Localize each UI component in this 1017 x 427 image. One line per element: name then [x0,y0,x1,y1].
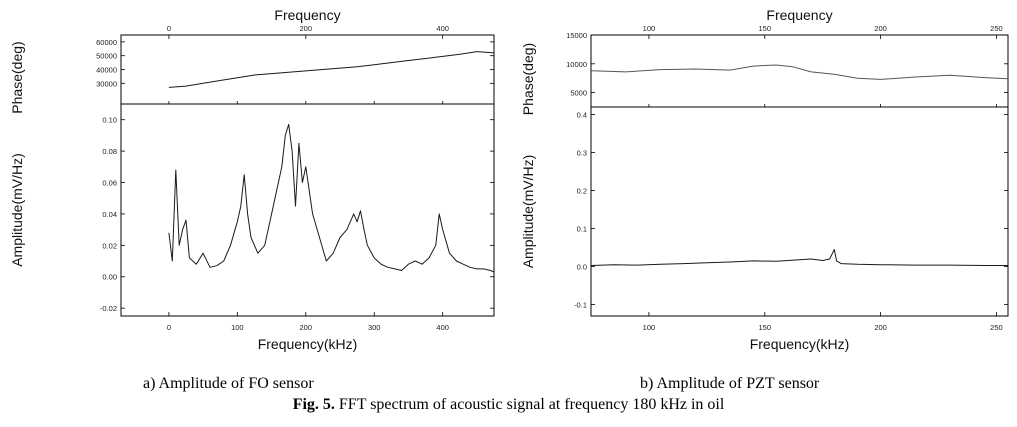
panel-a-top-tick-label: 0 [167,24,171,33]
panel-b-amp-y-tick-label: 0.4 [577,111,587,120]
panel-a-amp-y-tick-label: 0.08 [102,147,117,156]
panel-a-phase-y-tick-label: 40000 [96,66,117,75]
panel-b-phase-y-tick-label: 5000 [570,89,587,98]
panel-b-amplitude-series-line [591,249,1008,266]
panel-b-amp-y-tick-label: 0.3 [577,149,587,158]
panel-b-amp-y-tick-label: 0.1 [577,225,587,234]
figure-caption-prefix: Fig. 5. [292,396,335,413]
panel-b-phase-y-axis-label: Phase(deg) [520,43,536,115]
panel-a-phase-frame [120,34,495,105]
panel-a-phase-y-tick-label: 60000 [96,38,117,47]
panel-a-amplitude-series-line [168,123,494,273]
panel-b-x-tick-label: 150 [758,323,771,332]
panel-a-top-axis-label: Frequency [274,7,340,23]
panel-b-top-tick-label: 100 [643,24,656,33]
caption-panel-b: b) Amplitude of PZT sensor [640,375,820,392]
panel-a-phase-y-tick-label: 50000 [96,52,117,61]
panel-b-top-axis-label: Frequency [766,7,832,23]
panel-a-top-tick-label: 400 [436,24,449,33]
panel-b-phase-y-tick-label: 15000 [566,31,587,40]
panel-b-top-tick-label: 150 [758,24,771,33]
panel-b-phase-frame [590,34,1009,108]
figure-caption-text: FFT spectrum of acoustic signal at frequ… [334,396,725,413]
panel-b-amp-y-axis-label: Amplitude(mV/Hz) [520,155,536,269]
panel-a-top-tick-label: 200 [300,24,313,33]
panel-b-x-axis-label: Frequency(kHz) [750,336,850,352]
caption-panel-a: a) Amplitude of FO sensor [143,375,314,392]
panel-a-amp-y-axis-label: Amplitude(mV/Hz) [9,153,25,267]
panel-a-amp-y-tick-label: 0.06 [102,179,117,188]
panel-b-amp-y-tick-label: -0.1 [574,301,587,310]
panel-a-amp-y-tick-label: 0.02 [102,241,117,250]
panel-b-top-tick-label: 200 [874,24,887,33]
panel-a-x-tick-label: 0 [167,323,171,332]
panel-a-x-tick-label: 200 [300,323,313,332]
panel-b-amp-y-tick-label: 0.2 [577,187,587,196]
panel-a-amp-y-tick-label: 0.00 [102,273,117,282]
panel-b-x-tick-label: 200 [874,323,887,332]
panel-a-phase-y-tick-label: 30000 [96,79,117,88]
panel-b-x-tick-label: 100 [643,323,656,332]
panel-a-phase-y-axis-label: Phase(deg) [9,41,25,113]
panel-a-amplitude-frame [120,103,495,317]
panel-b-top-tick-label: 250 [990,24,1003,33]
panel-b-x-tick-label: 250 [990,323,1003,332]
panel-a-amp-y-tick-label: -0.02 [100,304,117,313]
panel-a-x-tick-label: 300 [368,323,381,332]
panel-a-x-tick-label: 400 [436,323,449,332]
panel-b-phase-y-tick-label: 10000 [566,60,587,69]
panel-b-phase-series-line [591,64,1008,80]
figure-caption: Fig. 5. FFT spectrum of acoustic signal … [0,396,1017,414]
panel-a-amp-y-tick-label: 0.10 [102,116,117,125]
panel-a-x-tick-label: 100 [231,323,244,332]
panel-a-x-axis-label: Frequency(kHz) [258,336,358,352]
panel-b-amp-y-tick-label: 0.0 [577,263,587,272]
panel-a-phase-series-line [168,51,494,88]
panel-b-amplitude-frame [590,106,1009,317]
panel-a-amp-y-tick-label: 0.04 [102,210,117,219]
